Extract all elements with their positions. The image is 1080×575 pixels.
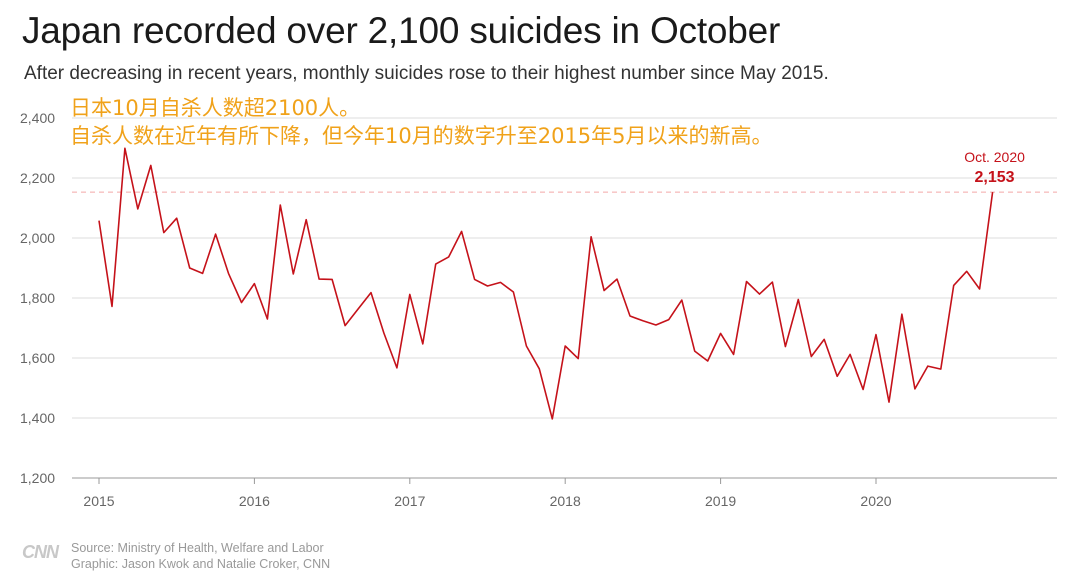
overlay-caption-line1: 日本10月自杀人数超2100人。 <box>70 96 361 120</box>
y-tick-label: 2,200 <box>20 170 55 186</box>
overlay-caption-line2: 自杀人数在近年有所下降，但今年10月的数字升至2015年5月以来的新高。 <box>70 124 773 148</box>
y-tick-label: 1,600 <box>20 350 55 366</box>
series-line <box>98 147 994 420</box>
annotation-value: 2,153 <box>975 169 1015 186</box>
source-note: Source: Ministry of Health, Welfare and … <box>71 541 324 555</box>
x-tick-label: 2020 <box>860 493 891 509</box>
y-tick-label: 1,800 <box>20 290 55 306</box>
credit-note: Graphic: Jason Kwok and Natalie Croker, … <box>71 557 331 571</box>
x-tick-label: 2018 <box>550 493 581 509</box>
y-tick-label: 1,400 <box>20 410 55 426</box>
y-tick-label: 2,400 <box>20 110 55 126</box>
x-tick-label: 2015 <box>83 493 114 509</box>
y-axis-ticks: 1,200 1,400 1,600 1,800 2,000 2,200 2,400 <box>20 110 55 486</box>
cnn-logo: CNN <box>22 542 59 562</box>
chart-title: Japan recorded over 2,100 suicides in Oc… <box>22 10 781 51</box>
annotation-label: Oct. 2020 <box>964 149 1025 165</box>
x-tick-label: 2019 <box>705 493 736 509</box>
annotation: Oct. 2020 2,153 <box>964 149 1025 186</box>
x-axis: 2015 2016 2017 2018 2019 2020 <box>83 478 892 509</box>
y-tick-label: 1,200 <box>20 470 55 486</box>
chart-subtitle: After decreasing in recent years, monthl… <box>24 63 829 84</box>
grid-lines <box>72 117 1057 479</box>
x-tick-label: 2017 <box>394 493 425 509</box>
y-tick-label: 2,000 <box>20 230 55 246</box>
x-tick-label: 2016 <box>239 493 270 509</box>
